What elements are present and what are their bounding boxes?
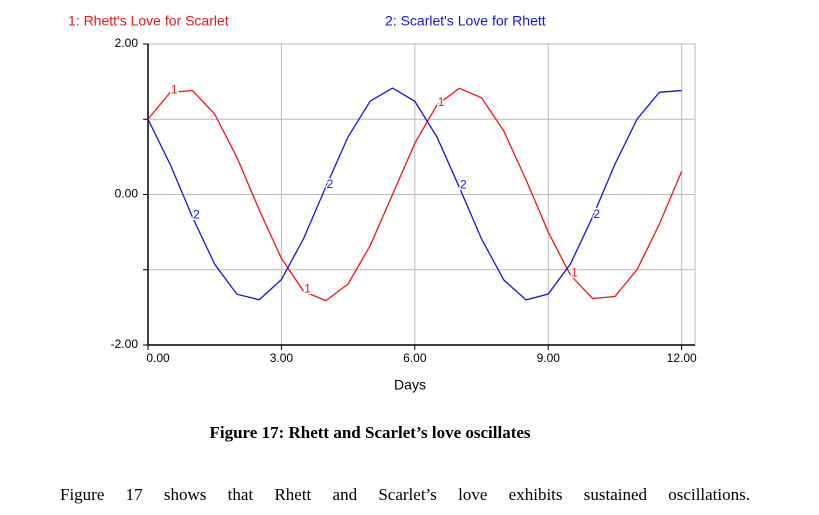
y-tick-label: 2.00 [115,36,139,50]
y-tick-label: -2.00 [111,337,139,351]
series-marker-label: 2 [327,177,334,191]
series-marker-label: 1 [571,265,578,279]
x-axis-label: Days [394,377,426,393]
x-tick-label: 3.00 [270,351,294,365]
series-marker-label: 1 [438,95,445,109]
chart: Days -2.00 0.00 2.00 0.00 3.00 6.00 9.00 12.00 1… [68,13,697,393]
series-marker-label: 2 [593,207,600,221]
legend-entry: 1: Rhett's Love for Scarlet [68,13,229,29]
line-series [147,87,683,302]
paragraph: Figure 17 shows that Rhett and Scarlet’s… [60,485,750,504]
x-tick-label: 9.00 [537,351,561,365]
x-tick-label: 0.00 [146,351,170,365]
series-marker-label: 2 [460,177,467,191]
series-marker-label: 1 [171,83,178,97]
legend-entry: 2: Scarlet's Love for Rhett [385,13,546,29]
figure-caption: Figure 17: Rhett and Scarlet’s love osci… [209,423,531,442]
series-marker-label: 2 [193,207,200,221]
y-tick-label: 0.00 [115,187,139,201]
x-tick-label: 6.00 [403,351,427,365]
series-marker-label: 1 [304,282,311,296]
x-tick-label: 12.00 [667,351,697,365]
line-series [147,87,682,301]
